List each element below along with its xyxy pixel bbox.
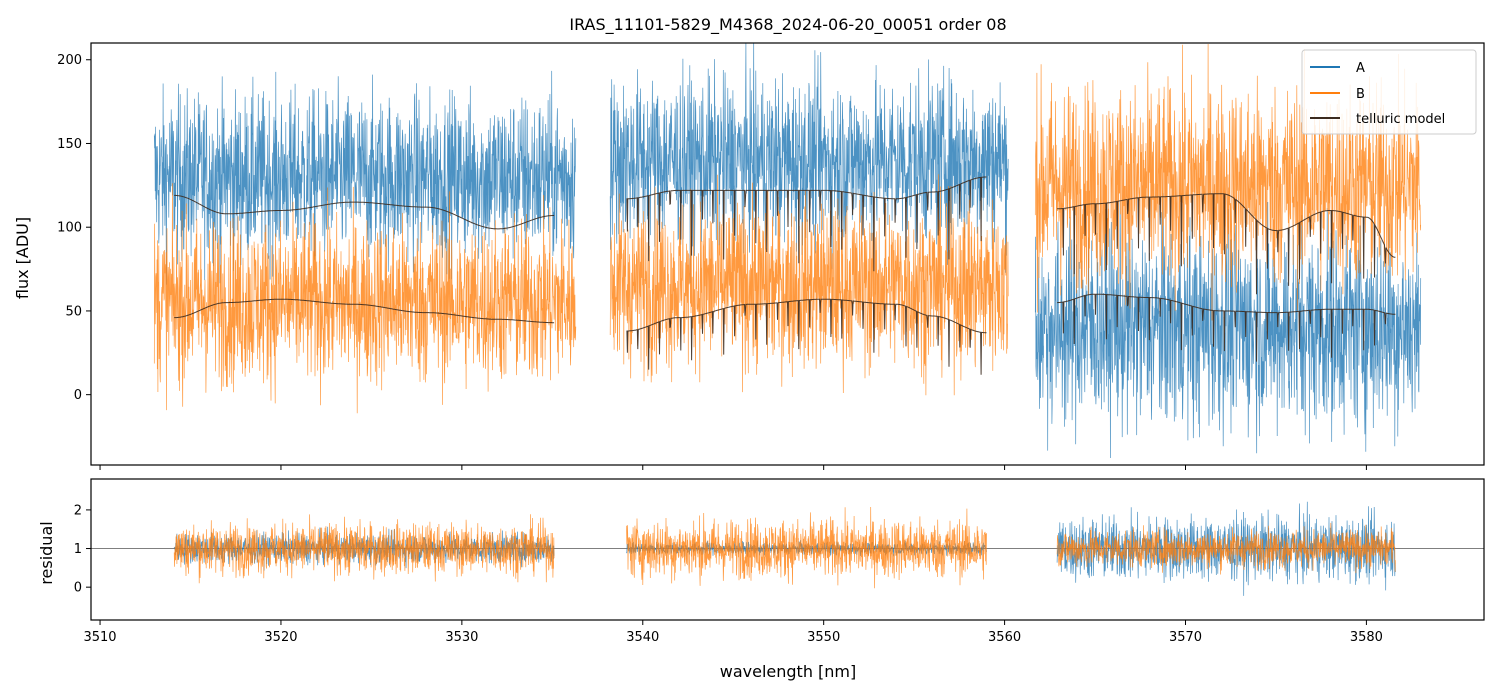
residual-x-tick-label: 3570 bbox=[1169, 630, 1202, 645]
main-y-tick-label: 200 bbox=[57, 53, 82, 68]
telluric-model-A-segment-2 bbox=[626, 176, 987, 272]
series-A-segment-2 bbox=[609, 43, 1009, 284]
chart-title: IRAS_11101-5829_M4368_2024-06-20_00051 o… bbox=[569, 15, 1006, 35]
residual-axes-frame bbox=[90, 478, 1485, 621]
residual-x-tick-label: 3520 bbox=[264, 630, 297, 645]
residual-B-segment-1 bbox=[173, 514, 555, 584]
legend-label-B: B bbox=[1356, 87, 1365, 102]
residual-x-tick-label: 3540 bbox=[626, 630, 659, 645]
residual-plot-area bbox=[91, 501, 1484, 596]
residual-x-tick-label: 3530 bbox=[445, 630, 478, 645]
residual-y-tick-label: 0 bbox=[74, 581, 82, 596]
telluric-model-B-segment-1 bbox=[174, 298, 555, 324]
residual-B-segment-2 bbox=[626, 506, 987, 589]
series-B-segment-2 bbox=[609, 174, 1009, 396]
main-y-tick-label: 150 bbox=[57, 137, 82, 152]
main-y-tick-label: 50 bbox=[65, 304, 82, 319]
telluric-model-B-segment-2 bbox=[626, 298, 987, 375]
telluric-model-A-segment-1 bbox=[174, 194, 555, 230]
residual-y-tick-label: 2 bbox=[74, 503, 82, 518]
legend-label-A: A bbox=[1356, 61, 1365, 76]
residual-x-tick-label: 3550 bbox=[807, 630, 840, 645]
residual-y-axis-label: residual bbox=[37, 521, 56, 584]
series-B-segment-3 bbox=[1034, 43, 1422, 321]
main-y-axis-label: flux [ADU] bbox=[13, 217, 32, 299]
main-y-tick-label: 100 bbox=[57, 221, 82, 236]
main-y-tick-label: 0 bbox=[74, 388, 82, 403]
x-axis-label: wavelength [nm] bbox=[720, 662, 857, 681]
legend-label-telluric-model: telluric model bbox=[1356, 112, 1445, 127]
series-B-segment-1 bbox=[153, 183, 577, 414]
main-plot-area bbox=[153, 43, 1422, 459]
series-A-segment-1 bbox=[153, 70, 577, 285]
residual-B-segment-3 bbox=[1056, 522, 1396, 575]
legend: A B telluric model bbox=[1301, 49, 1477, 135]
residual-y-tick-label: 1 bbox=[74, 542, 82, 557]
telluric-model-A-segment-3 bbox=[1057, 193, 1396, 295]
main-axes-ticks: 0 50 100 150 200 bbox=[57, 53, 1367, 470]
residual-x-tick-label: 3510 bbox=[83, 630, 116, 645]
residual-axes-ticks: 3510 3520 3530 3540 3550 3560 3570 3580 0 1 2 bbox=[74, 503, 1383, 645]
main-axes-frame bbox=[90, 42, 1485, 466]
legend-box bbox=[1301, 49, 1477, 135]
residual-x-tick-label: 3580 bbox=[1350, 630, 1383, 645]
series-A-segment-3 bbox=[1034, 193, 1422, 459]
telluric-model-B-segment-3 bbox=[1057, 293, 1396, 362]
residual-x-tick-label: 3560 bbox=[988, 630, 1021, 645]
